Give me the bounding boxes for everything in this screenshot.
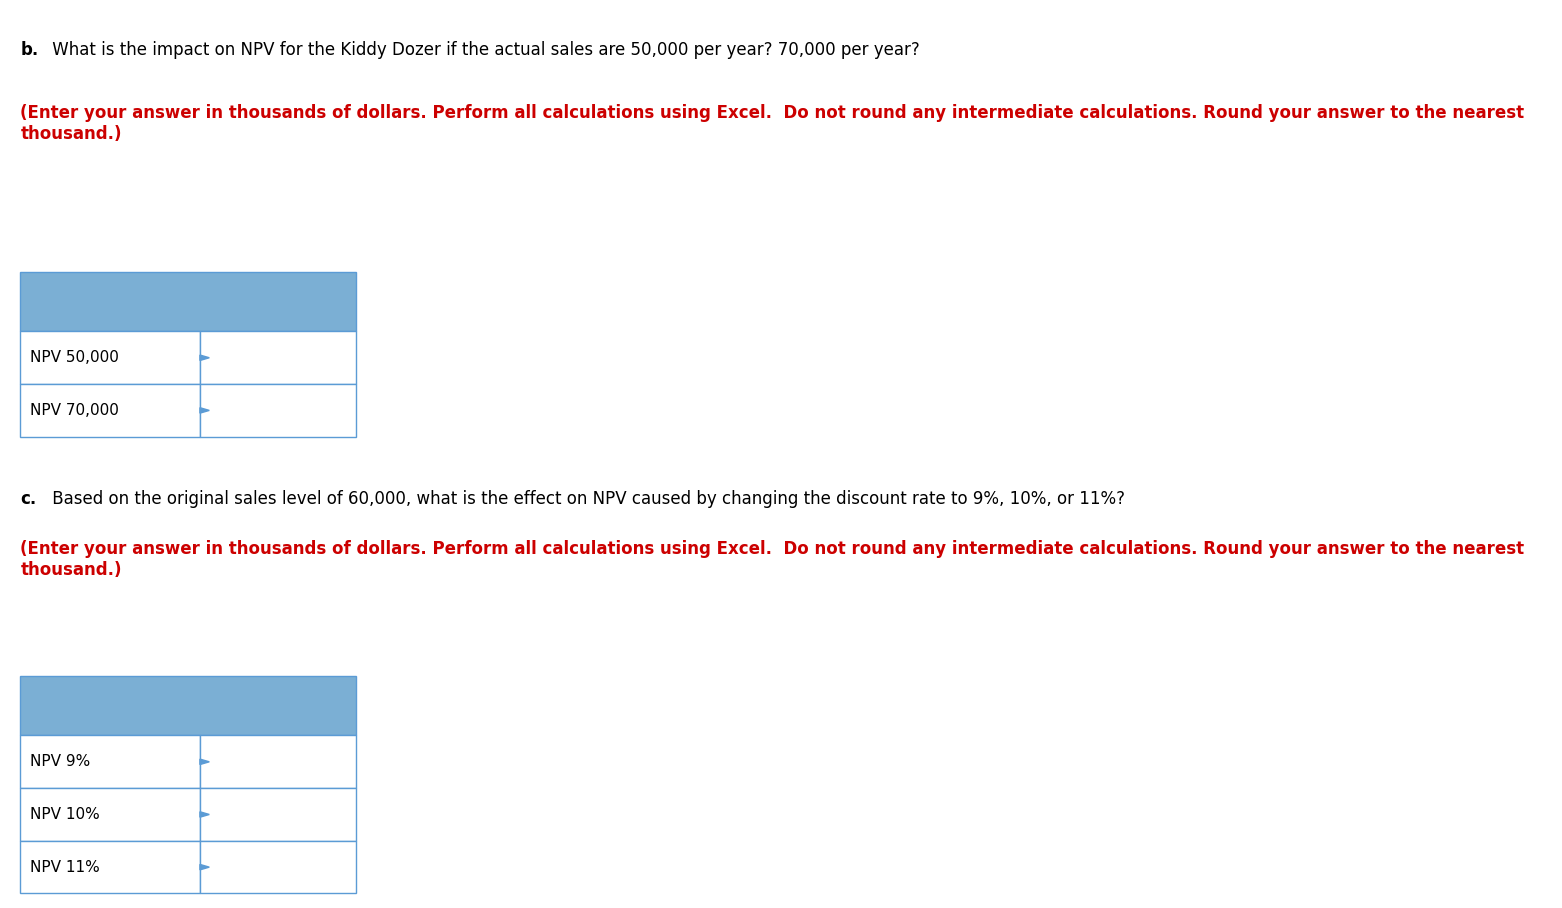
Polygon shape bbox=[200, 355, 209, 360]
Bar bbox=[20, 841, 200, 893]
Bar bbox=[20, 788, 200, 841]
Text: Based on the original sales level of 60,000, what is the effect on NPV caused by: Based on the original sales level of 60,… bbox=[47, 490, 1131, 508]
Text: NPV 11%: NPV 11% bbox=[30, 860, 100, 874]
Bar bbox=[20, 331, 200, 384]
Text: c.: c. bbox=[20, 490, 36, 508]
Text: (Enter your answer in thousands of dollars. Perform all calculations using Excel: (Enter your answer in thousands of dolla… bbox=[20, 540, 1525, 579]
Text: NPV 50,000: NPV 50,000 bbox=[30, 350, 119, 365]
Text: NPV 9%: NPV 9% bbox=[30, 755, 91, 769]
Polygon shape bbox=[200, 864, 209, 870]
Text: (Enter your answer in thousands of dollars. Perform all calculations using Excel: (Enter your answer in thousands of dolla… bbox=[20, 104, 1525, 143]
Text: NPV 10%: NPV 10% bbox=[30, 807, 100, 822]
Bar bbox=[200, 788, 356, 841]
Bar bbox=[200, 841, 356, 893]
Bar bbox=[200, 384, 356, 437]
Bar bbox=[20, 272, 356, 331]
Polygon shape bbox=[200, 759, 209, 765]
Bar bbox=[200, 331, 356, 384]
Bar bbox=[20, 735, 200, 788]
Polygon shape bbox=[200, 812, 209, 817]
Text: b.: b. bbox=[20, 41, 39, 59]
Bar bbox=[20, 676, 356, 735]
Bar bbox=[20, 384, 200, 437]
Text: NPV 70,000: NPV 70,000 bbox=[30, 403, 119, 418]
Bar bbox=[200, 735, 356, 788]
Polygon shape bbox=[200, 408, 209, 413]
Text: What is the impact on NPV for the Kiddy Dozer if the actual sales are 50,000 per: What is the impact on NPV for the Kiddy … bbox=[47, 41, 925, 59]
